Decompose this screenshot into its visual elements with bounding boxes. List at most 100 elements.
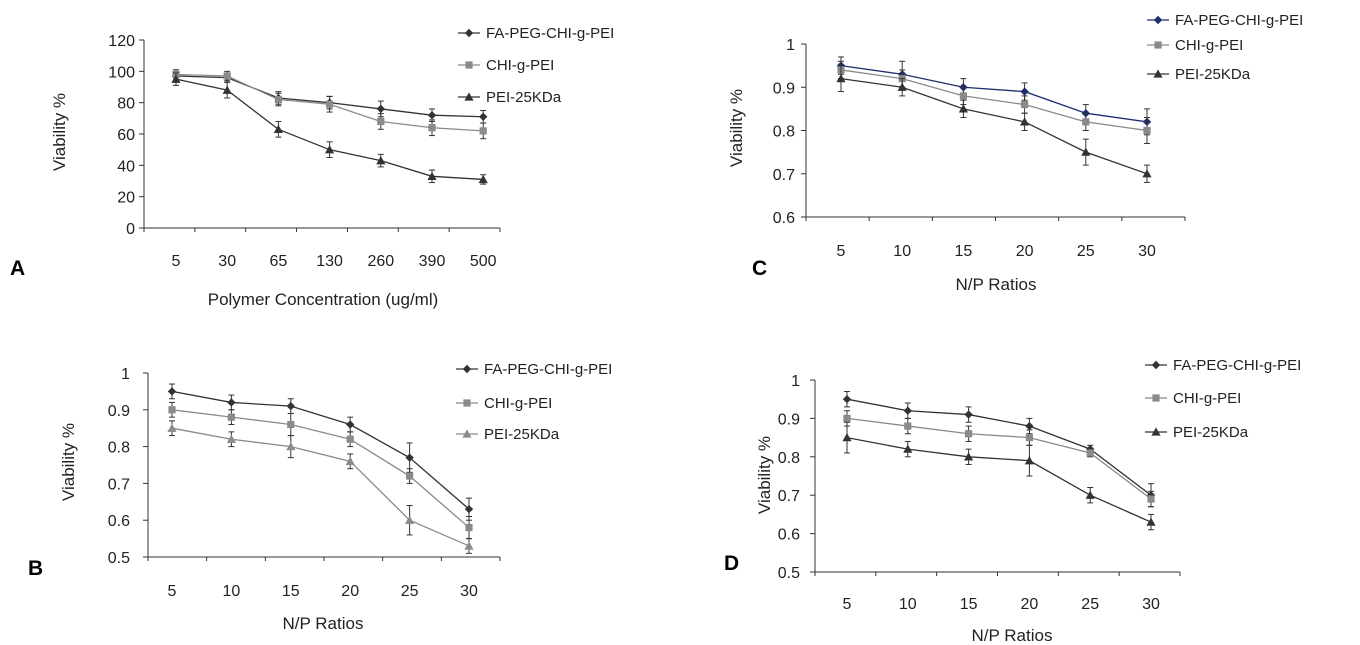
panel-c-x-tick-label: 15 xyxy=(955,243,973,260)
panel-c-legend-item: CHI-g-PEI xyxy=(1147,37,1243,54)
panel-c-x-tick-label: 5 xyxy=(837,243,846,260)
panel-c: 0.60.70.80.915 10 15 20 25 30N/P RatiosViabil… xyxy=(727,12,1303,294)
panel-d-y-axis-label: Viability % xyxy=(755,436,774,514)
panel-b-data-point xyxy=(227,413,235,421)
panel-d-data-point xyxy=(1146,517,1156,526)
panel-d: 0.50.60.70.80.915 10 15 20 25 30N/P RatiosVia… xyxy=(724,357,1301,645)
panel-b-data-point xyxy=(464,541,474,550)
panel-b-legend-label: FA-PEG-CHI-g-PEI xyxy=(484,361,612,378)
panel-b-data-point xyxy=(286,401,295,411)
panel-a-y-tick-label: 80 xyxy=(117,96,135,113)
panel-c-legend-label: FA-PEG-CHI-g-PEI xyxy=(1175,12,1303,29)
panel-d-legend-label: FA-PEG-CHI-g-PEI xyxy=(1173,357,1301,374)
panel-d-y-tick-label: 0.7 xyxy=(778,488,800,505)
panel-b-data-point xyxy=(287,420,295,429)
panel-b-x-tick-label: 20 xyxy=(341,583,359,600)
panel-a-y-tick-label: 120 xyxy=(108,33,135,50)
panel-d-y-tick-label: 0.5 xyxy=(778,565,800,582)
panel-d-data-point xyxy=(1024,456,1034,465)
panel-c-legend-marker xyxy=(1153,69,1163,78)
panel-d-data-point xyxy=(1086,449,1094,457)
panel-d-legend-label: PEI-25KDa xyxy=(1173,424,1249,441)
panel-d-data-point xyxy=(842,395,852,404)
panel-b-data-point xyxy=(464,504,474,514)
panel-b-data-point xyxy=(405,453,414,462)
panel-c-y-tick-label: 0.6 xyxy=(773,210,795,227)
panel-b-series-line xyxy=(171,409,470,529)
panel-c-data-point xyxy=(1082,118,1090,126)
panel-d-x-tick-label: 10 xyxy=(899,596,917,613)
panel-c-data-point xyxy=(897,82,907,91)
panel-c-x-tick-label: 25 xyxy=(1077,243,1095,260)
panel-c-series-2 xyxy=(836,65,1152,183)
panel-c-legend-label: PEI-25KDa xyxy=(1175,66,1251,83)
panel-d-data-point xyxy=(1085,490,1095,499)
panel-a-x-tick-label: 260 xyxy=(367,253,394,270)
panel-a-legend-marker xyxy=(465,61,473,69)
panel-b-x-tick-label: 25 xyxy=(401,583,419,600)
panel-b-x-tick-label: 30 xyxy=(460,583,478,600)
panel-c-series-1 xyxy=(837,60,1151,144)
panel-a-series-1 xyxy=(172,69,487,140)
panel-a-data-point xyxy=(325,145,335,154)
panel-b-series-0 xyxy=(167,383,474,521)
panel-d-legend-item: FA-PEG-CHI-g-PEI xyxy=(1145,357,1301,374)
panel-b-legend-marker xyxy=(462,364,472,374)
panel-d-data-point xyxy=(904,422,912,430)
panel-d-y-tick-label: 0.6 xyxy=(778,527,800,544)
panel-d-x-tick-label: 20 xyxy=(1021,596,1039,613)
panel-c-x-tick-label: 30 xyxy=(1138,243,1156,260)
panel-c-y-axis-label: Viability % xyxy=(727,89,746,167)
panel-b-data-point xyxy=(346,420,355,429)
panel-a-y-tick-label: 60 xyxy=(117,127,135,144)
panel-d-letter: D xyxy=(724,552,739,575)
panel-d-y-tick-label: 0.9 xyxy=(778,411,800,428)
panel-d-legend-marker xyxy=(1152,394,1160,402)
panel-b-series-1 xyxy=(168,401,473,540)
panel-c-data-point xyxy=(1021,100,1029,109)
panel-d-data-point xyxy=(1025,421,1034,431)
panel-d-legend-item: PEI-25KDa xyxy=(1145,424,1249,441)
panel-b-legend-item: PEI-25KDa xyxy=(456,426,560,443)
panel-a-data-point xyxy=(274,95,282,104)
panel-c-legend-marker xyxy=(1154,41,1162,49)
panel-d-legend-marker xyxy=(1151,427,1161,436)
panel-d-x-axis-label: N/P Ratios xyxy=(972,626,1053,645)
panel-d-legend-marker xyxy=(1151,360,1161,370)
panel-c-series-line xyxy=(840,69,1148,132)
panel-c-series-0 xyxy=(836,56,1152,136)
panel-a-data-point xyxy=(479,112,488,121)
panel-a-x-axis-label: Polymer Concentration (ug/ml) xyxy=(208,290,439,309)
panel-a-x-tick-label: 5 xyxy=(172,253,181,270)
panel-a-letter: A xyxy=(10,257,25,280)
panel-b-legend-marker xyxy=(463,399,471,407)
panel-b-legend-label: CHI-g-PEI xyxy=(484,395,552,412)
panel-d-x-tick-label: 5 xyxy=(843,596,852,613)
panel-d-data-point xyxy=(903,444,913,453)
panel-a-data-point xyxy=(222,85,232,94)
panel-b-legend-item: CHI-g-PEI xyxy=(456,395,552,412)
panel-c-data-point xyxy=(836,74,846,83)
panel-b-y-tick-label: 0.9 xyxy=(108,403,130,420)
panel-a-series-line xyxy=(175,78,484,181)
panel-a-x-tick-label: 30 xyxy=(218,253,236,270)
panel-d-data-point xyxy=(1147,495,1155,503)
panel-d-data-point xyxy=(964,452,974,461)
panel-a-data-point xyxy=(376,156,386,165)
panel-a: 0 20 40 60 80 100 120 5 30 65 130 260 390 500 Polymer … xyxy=(10,25,614,309)
panel-b-series-2 xyxy=(167,420,474,554)
panel-b-y-tick-label: 0.6 xyxy=(108,513,130,530)
panel-d-series-line xyxy=(846,436,1152,523)
panel-b-y-tick-label: 1 xyxy=(121,366,130,383)
panel-a-data-point xyxy=(427,171,437,180)
panel-b-series-line xyxy=(171,390,470,510)
panel-b-data-point xyxy=(405,515,415,524)
panel-c-data-point xyxy=(1142,169,1152,178)
panel-c-x-axis-label: N/P Ratios xyxy=(956,275,1037,294)
panel-a-data-point xyxy=(376,104,385,114)
panel-b-y-tick-label: 0.7 xyxy=(108,476,130,493)
panel-b-legend-label: PEI-25KDa xyxy=(484,426,560,443)
panel-d-series-0 xyxy=(842,391,1156,508)
panel-d-y-tick-label: 1 xyxy=(791,373,800,390)
panel-a-data-point xyxy=(427,111,437,120)
